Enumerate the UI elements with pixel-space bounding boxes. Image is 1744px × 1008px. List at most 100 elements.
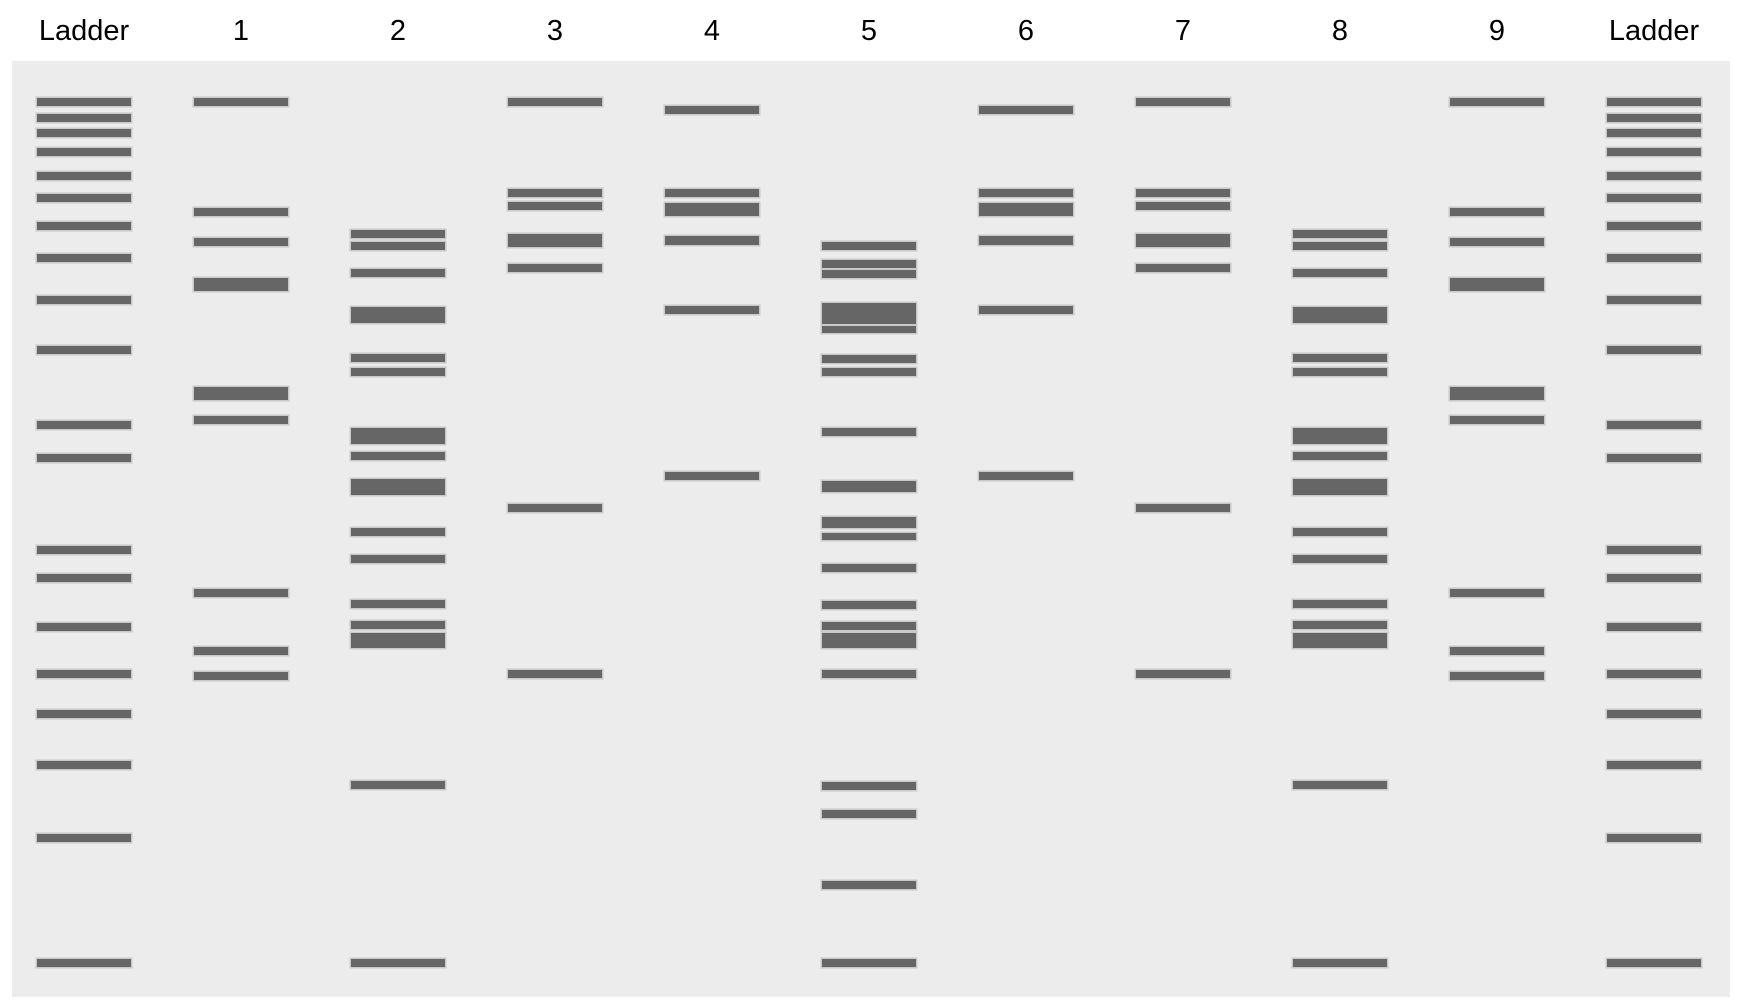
gel-band: [979, 202, 1073, 216]
gel-band: [822, 302, 916, 324]
gel-band: [194, 277, 288, 291]
gel-band: [1136, 189, 1230, 197]
gel-band: [822, 355, 916, 363]
gel-band: [822, 670, 916, 678]
gel-band: [1293, 621, 1387, 629]
gel-band: [1607, 172, 1701, 180]
gel-band: [351, 781, 445, 789]
gel-band: [351, 600, 445, 608]
gel-band: [37, 834, 131, 842]
lane-label-ladder-0: Ladder: [38, 15, 130, 47]
gel-band: [37, 194, 131, 202]
gel-band: [822, 428, 916, 436]
lane-label-5-5: 5: [860, 15, 878, 47]
gel-band: [822, 622, 916, 630]
gel-area: [12, 61, 1730, 997]
gel-band: [194, 647, 288, 655]
gel-band: [37, 98, 131, 106]
gel-band: [351, 621, 445, 629]
gel-band: [194, 386, 288, 400]
gel-band: [1450, 647, 1544, 655]
gel-band: [979, 106, 1073, 114]
gel-band: [508, 98, 602, 106]
gel-band: [37, 222, 131, 230]
lane-label-7-7: 7: [1174, 15, 1192, 47]
gel-band: [822, 601, 916, 609]
gel-band: [665, 472, 759, 480]
gel-band: [37, 172, 131, 180]
gel-band: [1607, 98, 1701, 106]
gel-band: [822, 368, 916, 376]
lane-label-4-4: 4: [703, 15, 721, 47]
gel-band: [1450, 277, 1544, 291]
gel-band: [1450, 238, 1544, 246]
gel-band: [37, 346, 131, 354]
lane-label-6-6: 6: [1017, 15, 1035, 47]
gel-band: [37, 761, 131, 769]
gel-band: [194, 208, 288, 216]
gel-band: [37, 623, 131, 631]
gel-band: [979, 472, 1073, 480]
gel-band: [822, 810, 916, 818]
gel-band: [979, 189, 1073, 197]
gel-band: [1607, 574, 1701, 582]
gel-band: [822, 632, 916, 648]
gel-band: [822, 782, 916, 790]
lane-label-9-9: 9: [1488, 15, 1506, 47]
gel-band: [351, 242, 445, 250]
gel-band: [508, 264, 602, 272]
gel-band: [1607, 222, 1701, 230]
gel-band: [1293, 781, 1387, 789]
gel-band: [1450, 208, 1544, 216]
gel-band: [1450, 98, 1544, 106]
gel-band: [665, 202, 759, 216]
lane-label-ladder-10: Ladder: [1608, 15, 1700, 47]
gel-band: [37, 421, 131, 429]
gel-band: [351, 632, 445, 648]
gel-band: [508, 202, 602, 210]
gel-band: [1136, 264, 1230, 272]
gel-band: [1293, 368, 1387, 376]
gel-band: [1293, 307, 1387, 323]
gel-band: [37, 710, 131, 718]
gel-band: [508, 189, 602, 197]
gel-band: [1136, 98, 1230, 106]
gel-band: [1607, 114, 1701, 122]
gel-band: [194, 238, 288, 246]
gel-band: [822, 959, 916, 967]
gel-band: [1607, 834, 1701, 842]
lane-label-1-1: 1: [232, 15, 250, 47]
gel-band: [351, 354, 445, 362]
gel-band: [1293, 479, 1387, 495]
gel-band: [37, 296, 131, 304]
gel-band: [1293, 959, 1387, 967]
gel-band: [979, 235, 1073, 245]
gel-band: [1450, 589, 1544, 597]
gel-band: [351, 452, 445, 460]
gel-band: [37, 546, 131, 554]
gel-band: [1293, 452, 1387, 460]
gel-band: [1607, 254, 1701, 262]
gel-band: [1607, 670, 1701, 678]
gel-band: [1607, 421, 1701, 429]
lane-label-8-8: 8: [1331, 15, 1349, 47]
gel-band: [1607, 761, 1701, 769]
gel-band: [1136, 504, 1230, 512]
gel-band: [665, 235, 759, 245]
gel-band: [37, 454, 131, 462]
gel-band: [1293, 632, 1387, 648]
gel-band: [351, 269, 445, 277]
gel-band: [351, 479, 445, 495]
gel-band: [665, 106, 759, 114]
gel-band: [351, 368, 445, 376]
gel-band: [1607, 454, 1701, 462]
gel-band: [508, 670, 602, 678]
gel-band: [1293, 555, 1387, 563]
gel-band: [1607, 959, 1701, 967]
gel-band: [351, 307, 445, 323]
gel-band: [351, 528, 445, 536]
gel-band: [37, 254, 131, 262]
gel-band: [1607, 346, 1701, 354]
